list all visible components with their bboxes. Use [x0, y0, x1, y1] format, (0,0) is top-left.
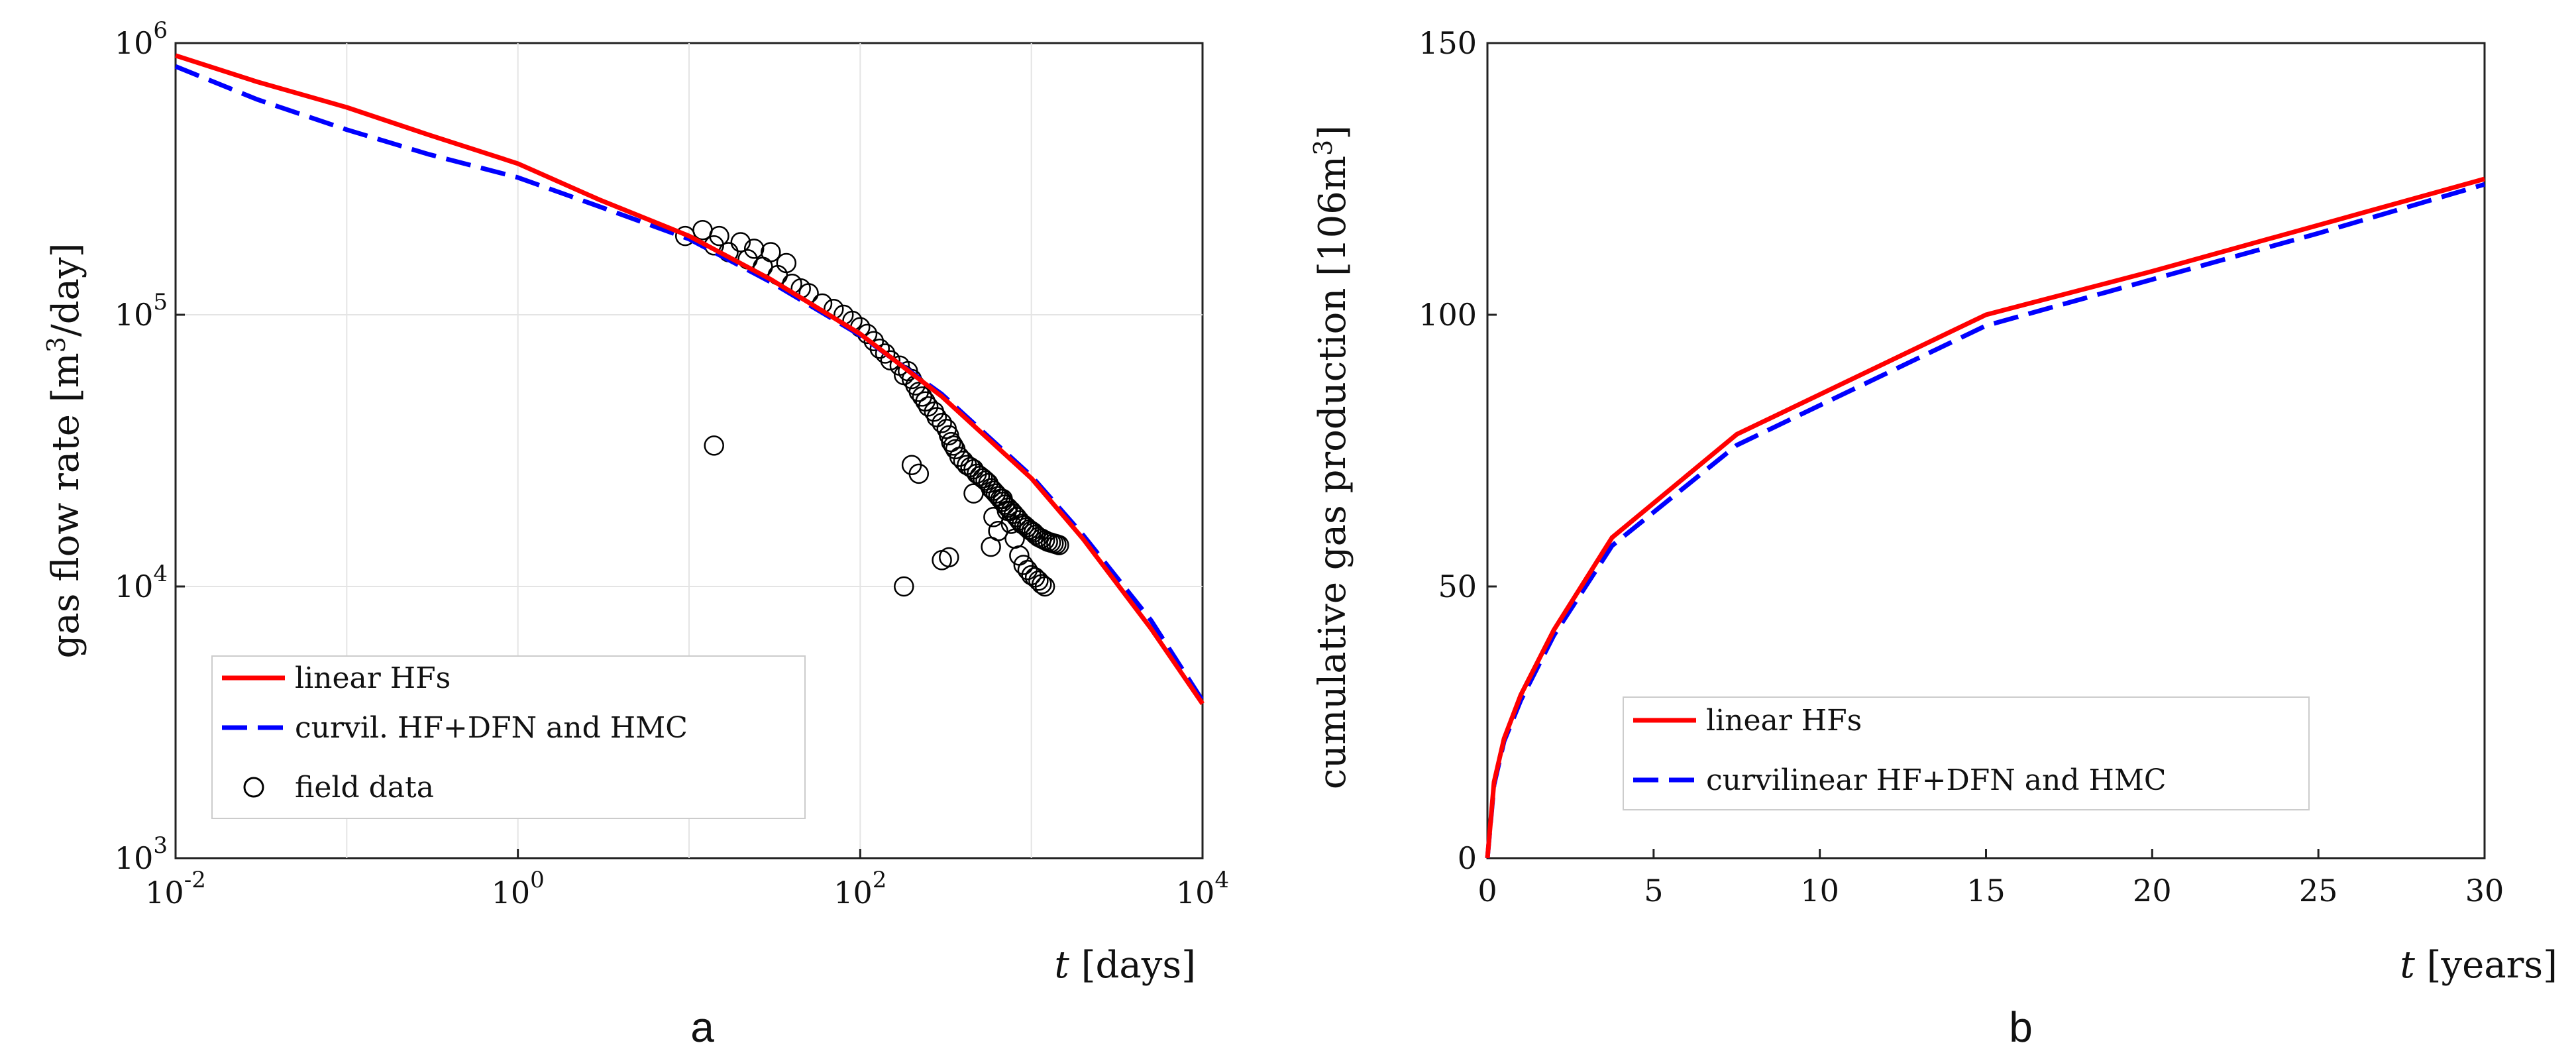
- series-line-linear-hfs: [174, 53, 1205, 705]
- x-tick-label: 102: [833, 867, 886, 911]
- field-data-point: [908, 463, 930, 484]
- x-tick-label: 10: [1800, 873, 1839, 909]
- chart-b-series: [1485, 176, 2485, 859]
- legend-label-b-curvilinear: curvilinear HF+DFN and HMC: [1706, 763, 2167, 797]
- legend-label-b-linear-hfs: linear HFs: [1706, 704, 1862, 738]
- y-tick-label: 100: [1419, 297, 1477, 333]
- chart-b-legend-box: [1623, 696, 2310, 810]
- chart-a-x-ticks: 10-2 100 102 104: [145, 849, 1229, 911]
- x-tick-label: 15: [1966, 873, 2006, 909]
- chart-a-series: [174, 53, 1205, 705]
- field-data-point: [932, 412, 952, 433]
- x-tick-label: 20: [2133, 873, 2172, 909]
- legend-label-field-data: field data: [295, 771, 434, 804]
- field-data-point: [912, 386, 933, 407]
- field-data-point: [993, 488, 1013, 510]
- field-data-point: [894, 576, 914, 597]
- x-tick-label: 30: [2465, 873, 2504, 909]
- chart-a-y-axis-label: gas flow rate [m3/day]: [42, 243, 87, 659]
- field-data-point: [743, 239, 765, 259]
- field-data-point: [709, 225, 729, 247]
- field-data-point: [963, 483, 984, 504]
- x-tick-label: 5: [1644, 873, 1663, 909]
- field-data-point: [1032, 574, 1052, 594]
- field-data-point: [996, 500, 1018, 521]
- legend-label-curvil: curvil. HF+DFN and HMC: [295, 711, 688, 745]
- chart-b-legend: linear HFs curvilinear HF+DFN and HMC: [1623, 696, 2310, 810]
- chart-a-legend: linear HFs curvil. HF+DFN and HMC field …: [211, 655, 806, 819]
- field-data-point: [1017, 559, 1038, 581]
- y-tick-label: 105: [115, 289, 168, 333]
- y-tick-label: 104: [115, 561, 168, 604]
- field-data-point: [704, 435, 724, 456]
- field-data-point: [939, 547, 959, 568]
- x-tick-label: 25: [2299, 873, 2338, 909]
- y-tick-label: 50: [1438, 569, 1477, 604]
- x-tick-label: 0: [1477, 873, 1497, 909]
- legend-marker-field-data: [243, 777, 264, 798]
- field-data-point: [863, 331, 885, 351]
- field-data-point: [1028, 571, 1049, 591]
- field-data-point: [975, 470, 996, 491]
- series-line-linear-hfs: [1485, 176, 2485, 859]
- series-line-curvilinear: [1485, 182, 2485, 859]
- field-data-point: [943, 435, 964, 456]
- field-data-point: [761, 242, 781, 262]
- field-data-point: [875, 343, 896, 364]
- field-data-point: [926, 407, 947, 427]
- field-data-point: [869, 338, 890, 359]
- x-tick-label: 104: [1176, 867, 1229, 911]
- x-tick-label: 100: [492, 867, 545, 911]
- field-data-point: [730, 232, 751, 252]
- chart-a-x-axis-label: t [days]: [1054, 944, 1196, 987]
- y-tick-label: 0: [1458, 840, 1477, 876]
- chart-b-x-axis-label: t [years]: [2400, 944, 2557, 987]
- field-data-point: [988, 521, 1008, 541]
- field-data-point: [776, 252, 797, 274]
- chart-b-y-ticks: 0 50 100 150: [1419, 25, 1497, 876]
- legend-label-linear-hfs: linear HFs: [295, 661, 451, 695]
- chart-b-x-ticks: 0 5 10 15 20 25 30: [1477, 849, 2504, 909]
- field-data-point: [1049, 535, 1069, 555]
- chart-b: 0 5 10 15 20 25 30 0 50 100 150 t [years] cumulat…: [1309, 25, 2557, 1051]
- panel-label-b: b: [2009, 1003, 2033, 1051]
- chart-a: 10-2 100 102 104 103 104 105 106 t [days] gas …: [42, 17, 1229, 1051]
- y-tick-label: 106: [115, 17, 168, 61]
- field-data-point: [1013, 555, 1034, 575]
- chart-a-legend-box: [211, 655, 806, 819]
- field-data-point: [1034, 576, 1055, 597]
- y-tick-label: 103: [115, 832, 168, 876]
- field-data-point: [1000, 514, 1022, 534]
- y-tick-label: 150: [1419, 25, 1477, 61]
- series-line-curvil: [174, 64, 1205, 702]
- field-data-point: [973, 468, 993, 489]
- chart-b-y-axis-label: cumulative gas production [106m3]: [1309, 125, 1354, 789]
- field-data-point: [880, 350, 901, 370]
- field-data-point: [1021, 521, 1042, 541]
- chart-a-y-ticks: 103 104 105 106: [115, 17, 185, 876]
- field-data-point: [949, 447, 970, 467]
- x-tick-label: 10-2: [145, 867, 206, 911]
- field-data-point: [983, 507, 1004, 527]
- panel-label-a: a: [690, 1003, 714, 1051]
